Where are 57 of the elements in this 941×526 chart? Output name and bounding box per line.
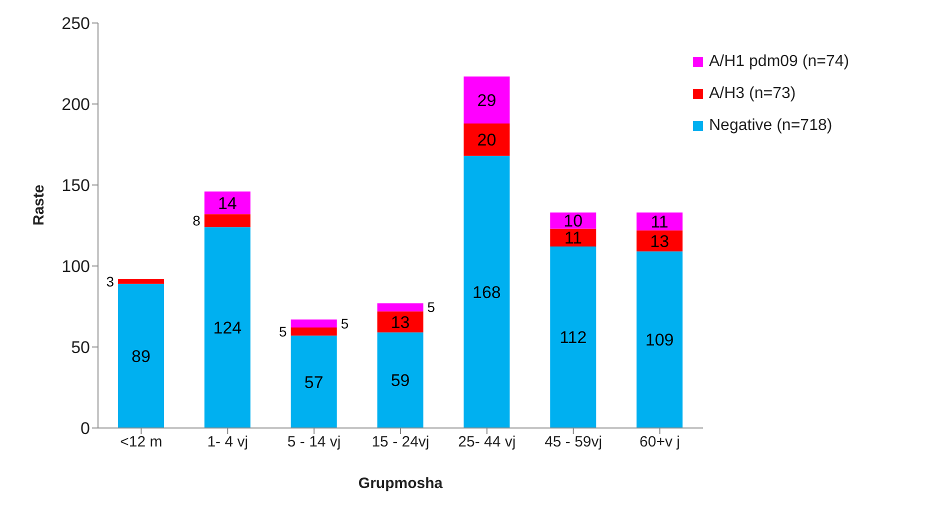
bar (290, 319, 337, 328)
bar (118, 284, 164, 428)
bar (636, 230, 683, 252)
data-label: 168 (472, 282, 501, 302)
x-tick-label: 45 - 59vj (544, 434, 602, 451)
bar (550, 228, 596, 247)
bar (464, 123, 510, 156)
data-label: 13 (390, 312, 410, 332)
data-label: 20 (477, 130, 496, 150)
data-label: 59 (390, 371, 410, 390)
y-tick-label: 250 (62, 14, 90, 34)
data-label: 11 (650, 212, 668, 232)
bar (290, 336, 337, 428)
x-tick-label: 25- 44 vj (458, 434, 516, 451)
data-label: 112 (560, 328, 587, 348)
legend-label: Negative (n=718) (709, 117, 832, 135)
bar (464, 156, 510, 428)
bar (636, 251, 683, 428)
data-label: 89 (132, 346, 150, 366)
bar (550, 246, 596, 428)
x-tick-label: <12 m (120, 434, 162, 451)
bar (204, 214, 250, 228)
data-label: 29 (477, 90, 496, 110)
data-label: 13 (650, 232, 670, 251)
data-label: 8 (192, 212, 201, 229)
bar (377, 303, 424, 312)
x-tick-label: 15 - 24vj (372, 434, 430, 451)
x-tick-label: 5 - 14 vj (287, 434, 341, 451)
bar (118, 278, 164, 284)
data-label: 5 (427, 299, 436, 316)
y-axis-title: Raste (30, 184, 48, 226)
data-label: 124 (213, 318, 242, 338)
bar (204, 227, 250, 428)
data-label: 10 (564, 212, 583, 231)
bar (204, 191, 250, 214)
bar (464, 76, 510, 124)
x-axis-title: Grupmosha (358, 475, 444, 492)
y-tick-label: 150 (62, 176, 90, 196)
bar (377, 332, 424, 428)
bar (636, 212, 683, 230)
x-tick-label: 60+v j (640, 434, 680, 451)
x-tick-label: 1- 4 vj (207, 434, 248, 451)
data-label: 5 (279, 324, 288, 340)
legend-label: A/H3 (n=73) (709, 85, 796, 103)
data-label: 11 (564, 228, 582, 248)
y-tick-label: 100 (62, 257, 90, 276)
data-label: 5 (340, 315, 349, 332)
data-label: 14 (218, 194, 237, 213)
y-tick-label: 50 (71, 338, 90, 358)
y-tick-label: 0 (80, 419, 90, 438)
bar (377, 311, 424, 332)
y-tick-label: 200 (62, 95, 90, 114)
data-label: 109 (645, 330, 674, 350)
bar (290, 328, 337, 336)
data-label: 57 (304, 372, 324, 392)
data-label: 3 (106, 273, 114, 290)
legend-label: A/H1 pdm09 (n=74) (709, 53, 850, 71)
